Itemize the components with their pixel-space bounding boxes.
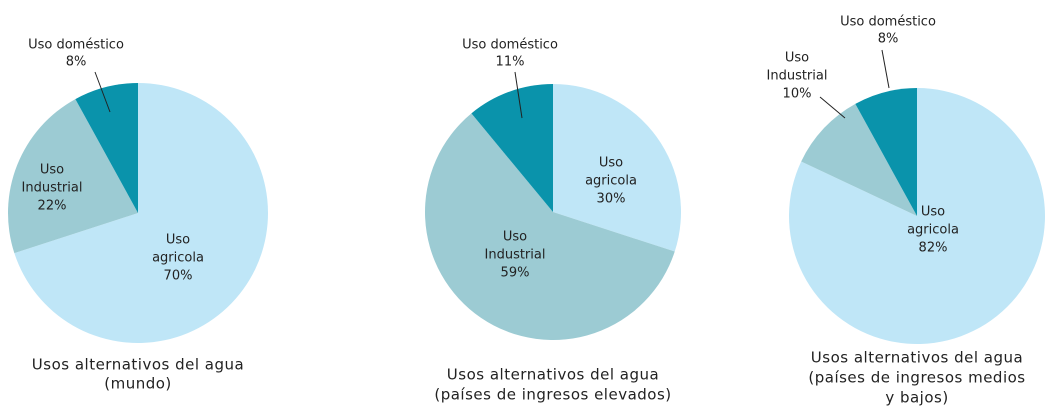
slice-label: agricola [907,223,959,238]
value-label: 10% [783,87,812,102]
slice-label: agricola [585,174,637,189]
slice-label: Uso doméstico [28,38,124,53]
value-label: 59% [501,266,530,281]
slice-label: Uso [785,51,809,66]
pie-slice [14,83,268,343]
value-label: 8% [878,32,899,47]
chart-title: y bajos) [885,389,948,407]
chart-title: (países de ingresos elevados) [434,386,671,404]
slice-label: Uso [599,156,623,171]
chart-title: Usos alternativos del agua [811,349,1023,367]
pie-slice [801,103,917,216]
value-label: 70% [164,269,193,284]
value-label: 11% [496,55,525,70]
chart-title: Usos alternativos del agua [447,366,659,384]
chart-title: Usos alternativos del agua [32,356,244,374]
value-label: 82% [919,241,948,256]
pie-slice [7,99,138,254]
slice-label: Uso doméstico [840,15,936,30]
chart-title: (mundo) [104,375,172,393]
slice-label: Uso [166,233,190,248]
slice-label: Uso doméstico [462,38,558,53]
slice-label: Industrial [485,248,546,263]
value-label: 30% [597,192,626,207]
pie-slice [425,113,675,341]
leader-line [514,71,523,119]
value-label: 22% [38,199,67,214]
slice-label: Uso [503,230,527,245]
pie-slice [855,88,917,216]
chart-title: (países de ingresos medios [808,369,1025,387]
pie-slice [553,84,681,252]
value-label: 8% [66,55,87,70]
slice-label: Uso [40,163,64,178]
slice-label: Industrial [767,69,828,84]
leader-line [819,96,846,119]
leader-line [94,71,111,113]
slice-label: Uso [921,205,945,220]
pie-slice [471,84,553,212]
pie-slice [75,83,138,213]
slice-label: agricola [152,251,204,266]
leader-line [881,49,890,89]
slice-label: Industrial [22,181,83,196]
